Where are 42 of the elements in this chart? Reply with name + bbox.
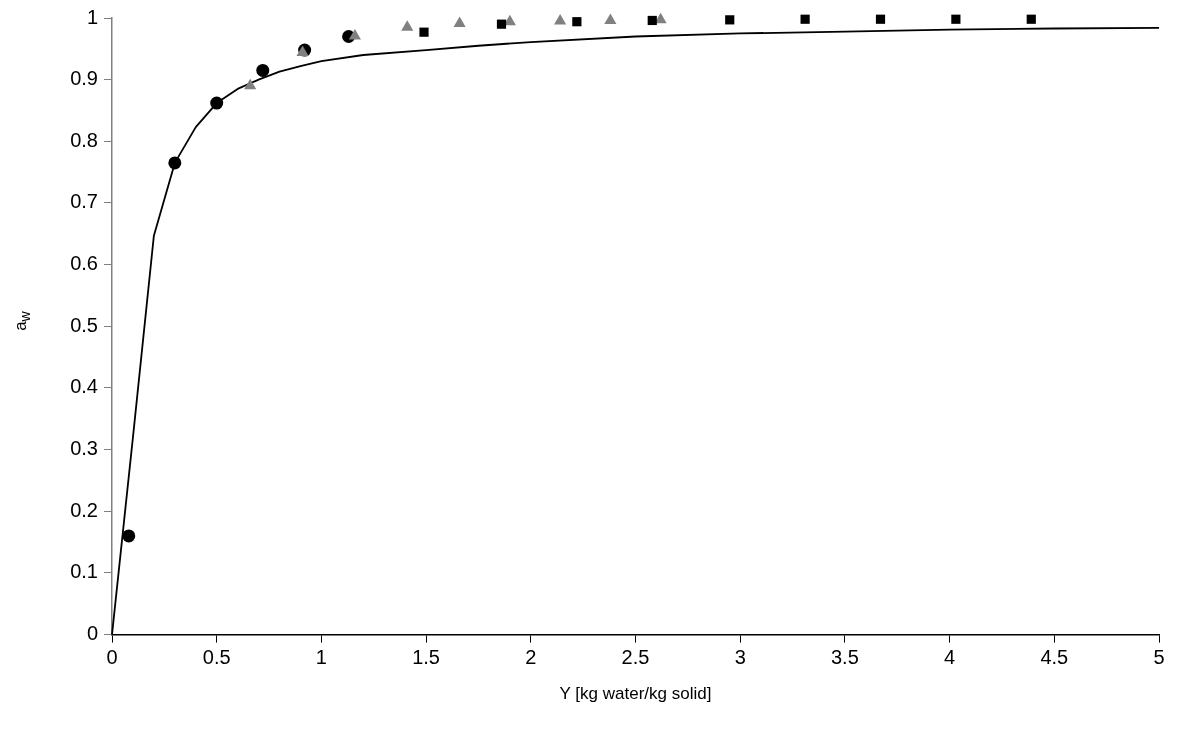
- x-axis-title: Y [kg water/kg solid]: [559, 684, 712, 704]
- point: [725, 15, 735, 25]
- x-tick-label: 2.5: [621, 646, 650, 669]
- point: [1026, 14, 1036, 24]
- y-tick-label: 0.1: [70, 560, 98, 583]
- x-tick-label: 4: [944, 646, 956, 669]
- point: [401, 20, 414, 31]
- y-tick-label: 1: [86, 5, 98, 28]
- y-tick-label: 0.7: [70, 190, 98, 213]
- y-tick-label: 0.2: [70, 498, 98, 521]
- x-tick-label: 0: [106, 646, 118, 669]
- x-tick-label: 3.5: [830, 646, 859, 669]
- x-tick-label: 1: [315, 646, 327, 669]
- y-tick-label: 0: [86, 622, 98, 645]
- point: [168, 156, 182, 170]
- x-tick-label: 4.5: [1040, 646, 1069, 669]
- y-tick-label: 0.8: [70, 128, 98, 151]
- point: [800, 14, 810, 24]
- point: [554, 14, 567, 25]
- point: [122, 529, 136, 543]
- point: [572, 17, 582, 27]
- y-tick-label: 0.6: [70, 252, 98, 275]
- y-tick-label: 0.4: [70, 375, 98, 398]
- x-tick-label: 0.5: [202, 646, 231, 669]
- point: [244, 78, 257, 90]
- point: [419, 27, 429, 37]
- point: [647, 15, 657, 26]
- point: [875, 14, 886, 24]
- point: [496, 19, 507, 29]
- point: [210, 96, 224, 110]
- x-tick-label: 1.5: [412, 646, 441, 669]
- point: [256, 63, 270, 77]
- x-tick-label: 5: [1153, 646, 1165, 669]
- y-tick-label: 0.9: [70, 67, 98, 90]
- x-tick-label: 2: [525, 646, 537, 669]
- point: [951, 14, 961, 24]
- point: [348, 28, 361, 40]
- x-tick-label: 3: [734, 646, 746, 669]
- point: [604, 13, 617, 24]
- y-tick-label: 0.5: [70, 313, 98, 336]
- y-tick-label: 0.3: [70, 437, 98, 460]
- point: [453, 16, 466, 28]
